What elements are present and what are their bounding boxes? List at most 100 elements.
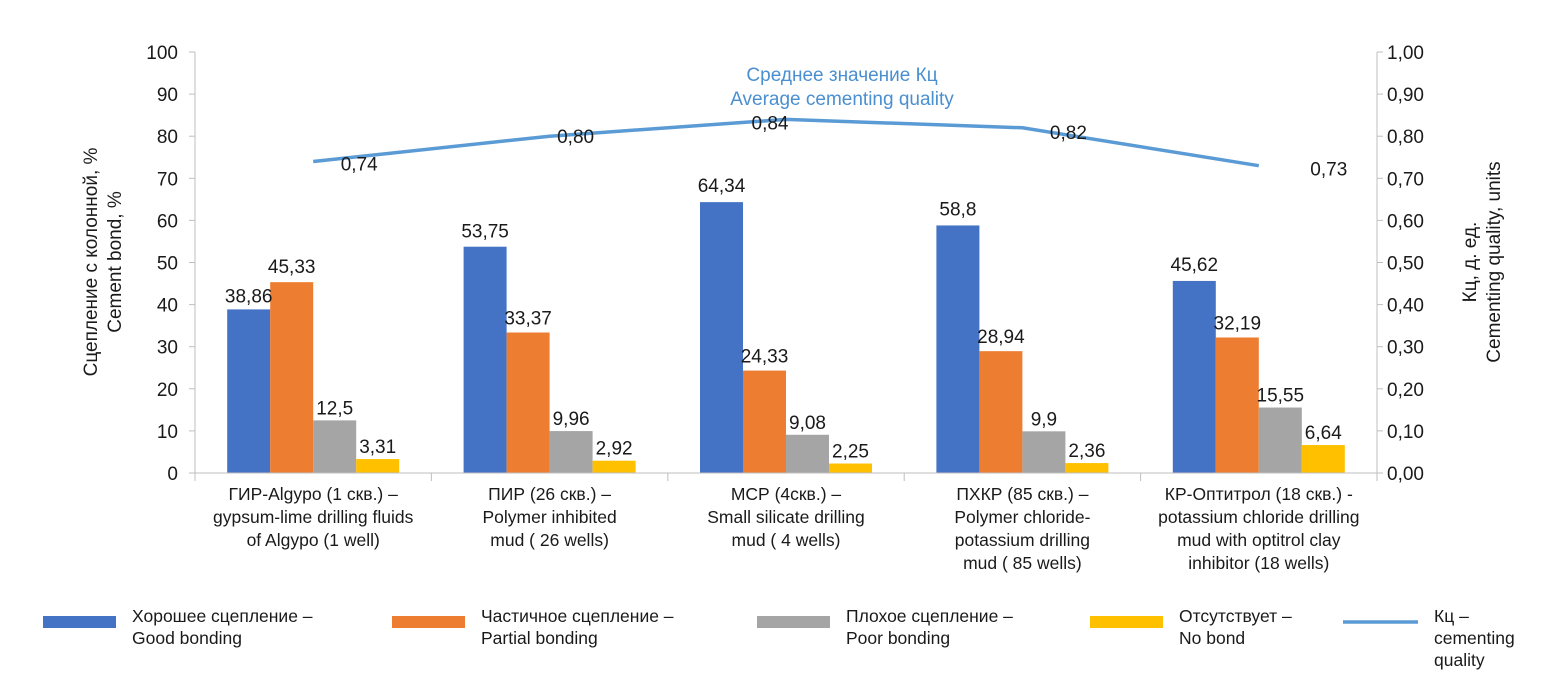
legend-swatch bbox=[757, 616, 830, 628]
bar-data-label: 64,34 bbox=[698, 176, 746, 197]
bar bbox=[592, 460, 636, 473]
bar-data-label: 53,75 bbox=[461, 222, 509, 243]
legend-label: Частичное сцепление – bbox=[481, 606, 674, 626]
category-label: ГИР-Algypo (1 скв.) – bbox=[229, 484, 399, 504]
right-tick-label: 0,50 bbox=[1387, 254, 1424, 275]
bar bbox=[786, 434, 829, 473]
line-data-label: 0,82 bbox=[1050, 123, 1087, 144]
category-label: potassium drilling bbox=[955, 530, 1090, 550]
bar-data-label: 2,25 bbox=[832, 442, 869, 463]
category-label: mud ( 26 wells) bbox=[490, 530, 609, 550]
bar-data-label: 6,64 bbox=[1305, 423, 1342, 444]
left-tick-label: 10 bbox=[157, 422, 178, 443]
category-label: ПИР (26 скв.) – bbox=[488, 484, 611, 504]
bar-data-label: 58,8 bbox=[939, 199, 976, 220]
left-tick-label: 90 bbox=[157, 85, 178, 106]
legend-label: cementing bbox=[1434, 628, 1515, 648]
bar-data-label: 2,92 bbox=[596, 439, 633, 460]
bar bbox=[1215, 337, 1259, 473]
category-label: potassium chloride drilling bbox=[1158, 507, 1359, 527]
legend-swatch bbox=[1090, 616, 1163, 628]
bar-series bbox=[227, 202, 1345, 473]
bar bbox=[463, 246, 507, 473]
category-label: Polymer inhibited bbox=[482, 507, 616, 527]
right-tick-label: 0,10 bbox=[1387, 422, 1424, 443]
right-tick-label: 0,90 bbox=[1387, 85, 1424, 106]
right-axis-title: Cementing quality, units bbox=[1484, 161, 1505, 362]
right-tick-label: 0,80 bbox=[1387, 127, 1424, 148]
right-tick-label: 0,70 bbox=[1387, 169, 1424, 190]
legend-label: Хорошее сцепление – bbox=[132, 606, 313, 626]
bar bbox=[1301, 445, 1345, 473]
category-label: inhibitor (18 wells) bbox=[1188, 553, 1329, 573]
legend-label: Poor bonding bbox=[846, 628, 950, 648]
bar bbox=[743, 370, 786, 473]
bar-data-label: 15,55 bbox=[1257, 386, 1305, 407]
left-tick-label: 80 bbox=[157, 127, 178, 148]
right-tick-label: 0,40 bbox=[1387, 296, 1424, 317]
bar bbox=[1258, 407, 1302, 473]
right-tick-label: 1,00 bbox=[1387, 43, 1424, 64]
legend-label: Отсутствует – bbox=[1179, 606, 1292, 626]
legend-label: Плохое сцепление – bbox=[846, 606, 1013, 626]
category-label: gypsum-lime drilling fluids bbox=[213, 507, 414, 527]
bar-data-label: 38,86 bbox=[225, 286, 273, 307]
right-tick-label: 0,30 bbox=[1387, 338, 1424, 359]
chart-title: Average cementing quality bbox=[730, 89, 954, 110]
legend-label: Кц – bbox=[1434, 606, 1469, 626]
quality-line-series bbox=[313, 117, 1260, 168]
right-axis-title: Кц, д. ед. bbox=[1460, 222, 1481, 303]
right-tick-label: 0,60 bbox=[1387, 211, 1424, 232]
axes: 0 10 20 30 40 50 60 70 80 90 100 0,00 0,10 0,20 0,30 0,… bbox=[81, 43, 1505, 573]
category-label: ПХКР (85 скв.) – bbox=[956, 484, 1088, 504]
bar-data-label: 32,19 bbox=[1214, 313, 1262, 334]
right-tick-label: 0,00 bbox=[1387, 464, 1424, 485]
legend: Хорошее сцепление –Good bonding Частичное… bbox=[43, 606, 1515, 670]
legend-label: Partial bonding bbox=[481, 628, 598, 648]
left-tick-label: 0 bbox=[167, 464, 178, 485]
bar bbox=[829, 463, 872, 473]
left-axis-title: Cement bond, % bbox=[105, 191, 126, 333]
data-labels: 38,86 53,75 64,34 58,8 45,62 45,33 33,37 24,33 2… bbox=[225, 113, 1347, 462]
bar-data-label: 28,94 bbox=[977, 327, 1025, 348]
line-data-label: 0,73 bbox=[1310, 160, 1347, 181]
left-axis-title: Сцепление с колонной, % bbox=[81, 148, 102, 377]
bar-data-label: 33,37 bbox=[504, 309, 552, 330]
left-tick-label: 50 bbox=[157, 254, 178, 275]
bar bbox=[1022, 431, 1066, 473]
bar bbox=[356, 459, 400, 473]
bar bbox=[549, 431, 593, 473]
left-tick-label: 20 bbox=[157, 380, 178, 401]
bar-data-label: 12,5 bbox=[316, 398, 353, 419]
legend-swatch bbox=[392, 616, 465, 628]
chart-title: Среднее значение Кц bbox=[746, 65, 937, 86]
bar-data-label: 24,33 bbox=[741, 347, 789, 368]
category-label: КР-Оптитрол (18 скв.) - bbox=[1165, 484, 1353, 504]
bar bbox=[1172, 280, 1216, 473]
left-tick-label: 30 bbox=[157, 338, 178, 359]
bar bbox=[979, 351, 1023, 473]
left-tick-label: 40 bbox=[157, 296, 178, 317]
category-label: mud ( 85 wells) bbox=[963, 553, 1082, 573]
category-label: МСР (4скв.) – bbox=[731, 484, 842, 504]
category-label: of Algypo (1 well) bbox=[247, 530, 380, 550]
bar bbox=[1065, 463, 1109, 473]
legend-label: No bond bbox=[1179, 628, 1245, 648]
bar-data-label: 45,33 bbox=[268, 257, 316, 278]
category-label: Small silicate drilling bbox=[707, 507, 865, 527]
legend-label: Good bonding bbox=[132, 628, 242, 648]
bar-data-label: 3,31 bbox=[359, 437, 396, 458]
legend-swatch bbox=[43, 616, 116, 628]
bar bbox=[227, 309, 271, 473]
bar-data-label: 2,36 bbox=[1068, 441, 1105, 462]
category-label: mud ( 4 wells) bbox=[732, 530, 841, 550]
bar bbox=[270, 282, 314, 473]
line-data-label: 0,74 bbox=[341, 154, 378, 175]
bar-data-label: 9,96 bbox=[553, 409, 590, 430]
bar bbox=[936, 225, 980, 473]
left-tick-label: 70 bbox=[157, 169, 178, 190]
bar bbox=[506, 332, 550, 473]
bar bbox=[313, 420, 357, 473]
category-label: Polymer chloride- bbox=[954, 507, 1090, 527]
